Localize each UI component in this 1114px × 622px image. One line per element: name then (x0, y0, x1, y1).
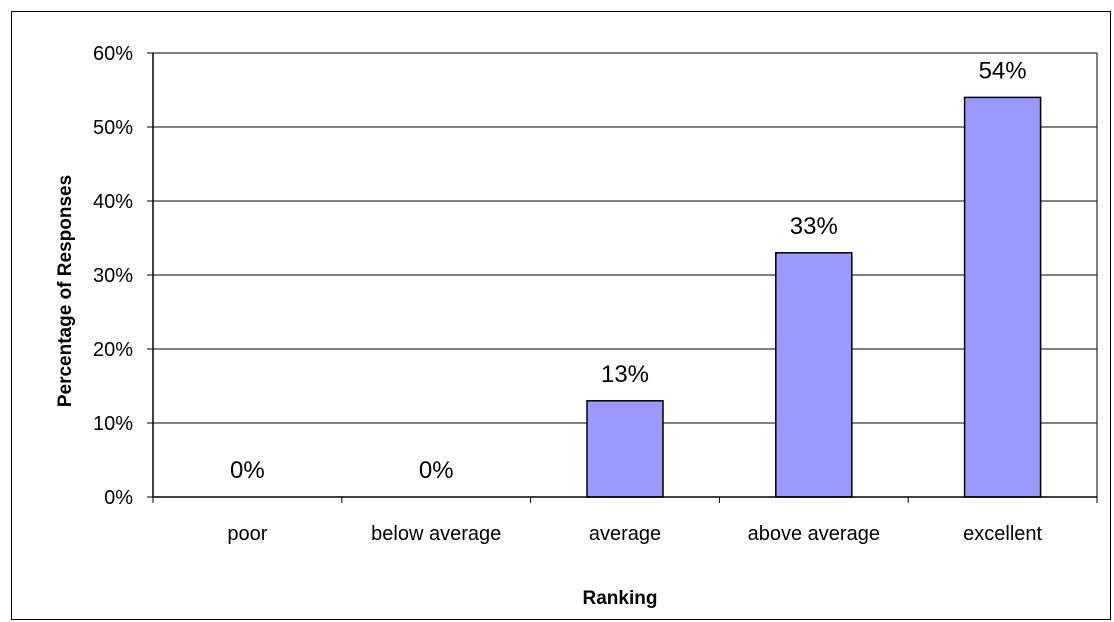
labels: 0% 10% 20% 30% 40% 50% 60% 0% poor 0% below averag… (93, 43, 1043, 545)
data-label: 0% (230, 457, 265, 484)
data-label: 54% (979, 57, 1027, 84)
axes (147, 52, 1098, 503)
data-label: 13% (601, 361, 649, 388)
chart-frame: 0% 10% 20% 30% 40% 50% 60% 0% poor 0% below averag… (11, 11, 1111, 620)
y-tick-label: 0% (104, 487, 133, 509)
bars (586, 96, 1042, 498)
y-tick-label: 50% (93, 117, 133, 139)
category-label: average (589, 523, 661, 545)
y-tick-label: 40% (93, 191, 133, 213)
bar-chart: 0% 10% 20% 30% 40% 50% 60% 0% poor 0% below averag… (55, 43, 1098, 609)
category-label: above average (748, 523, 880, 545)
y-tick-label: 30% (93, 265, 133, 287)
gridlines (153, 52, 1097, 424)
category-label: below average (371, 523, 501, 545)
bar (963, 96, 1042, 498)
x-axis-title: Ranking (583, 588, 658, 609)
bar (775, 252, 853, 498)
data-label: 33% (790, 213, 838, 240)
y-tick-label: 10% (93, 413, 133, 435)
category-label: excellent (963, 523, 1042, 545)
y-tick-label: 20% (93, 339, 133, 361)
y-tick-label: 60% (93, 43, 133, 65)
category-label: poor (227, 523, 267, 545)
bar (586, 400, 664, 498)
data-label: 0% (419, 457, 454, 484)
y-axis-title: Percentage of Responses (55, 175, 76, 407)
